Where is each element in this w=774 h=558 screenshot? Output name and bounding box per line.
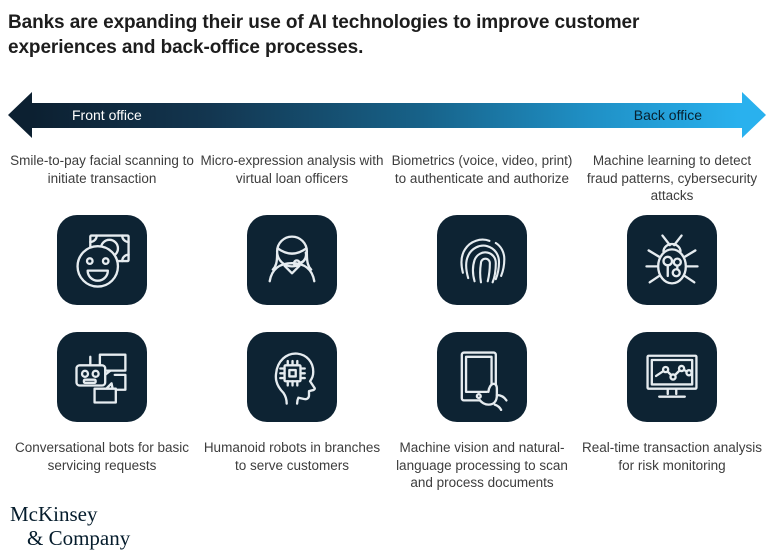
- monitor-chart-icon: [627, 332, 717, 423]
- column-biometrics: Biometrics (voice, video, print) to auth…: [390, 152, 574, 492]
- front-office-label: Front office: [72, 107, 142, 124]
- arrow-right-head-icon: [742, 92, 766, 139]
- use-case-label: Humanoid robots in branches to serve cus…: [203, 440, 381, 473]
- arrow-left-head-icon: [8, 92, 32, 139]
- use-case-label: Machine vision and natural-language proc…: [396, 440, 568, 491]
- footer: McKinsey & Company: [10, 502, 131, 550]
- virtual-agent-icon: [247, 215, 337, 306]
- logo-line2: & Company: [27, 525, 131, 550]
- column-virtual-officers: Micro-expression analysis with virtual l…: [200, 152, 384, 492]
- logo-line1: McKinsey: [10, 502, 98, 526]
- front-back-office-arrow: Front office Back office: [8, 92, 766, 139]
- ai-use-cases-grid: Smile-to-pay facial scanning to initiate…: [8, 152, 766, 492]
- use-case-label: Real-time transaction analysis for risk …: [581, 440, 763, 473]
- fingerprint-icon: [437, 215, 527, 306]
- back-office-label: Back office: [633, 107, 702, 124]
- tablet-scan-icon: [437, 332, 527, 423]
- column-smile-to-pay: Smile-to-pay facial scanning to initiate…: [10, 152, 194, 492]
- ai-head-chip-icon: [247, 332, 337, 423]
- smile-pay-icon: [57, 215, 147, 306]
- use-case-label: Conversational bots for basic servicing …: [14, 440, 190, 473]
- use-case-label: Machine learning to detect fraud pattern…: [586, 153, 758, 204]
- page-title: Banks are expanding their use of AI tech…: [8, 12, 640, 59]
- chatbot-icon: [57, 332, 147, 423]
- use-case-label: Micro-expression analysis with virtual l…: [200, 153, 384, 186]
- mckinsey-logo: McKinsey & Company: [10, 502, 131, 550]
- arrow-gradient-bar: Front office Back office: [32, 102, 742, 128]
- cyber-bug-icon: [627, 215, 717, 306]
- use-case-label: Smile-to-pay facial scanning to initiate…: [10, 153, 194, 186]
- use-case-label: Biometrics (voice, video, print) to auth…: [391, 153, 573, 186]
- column-machine-learning: Machine learning to detect fraud pattern…: [580, 152, 764, 492]
